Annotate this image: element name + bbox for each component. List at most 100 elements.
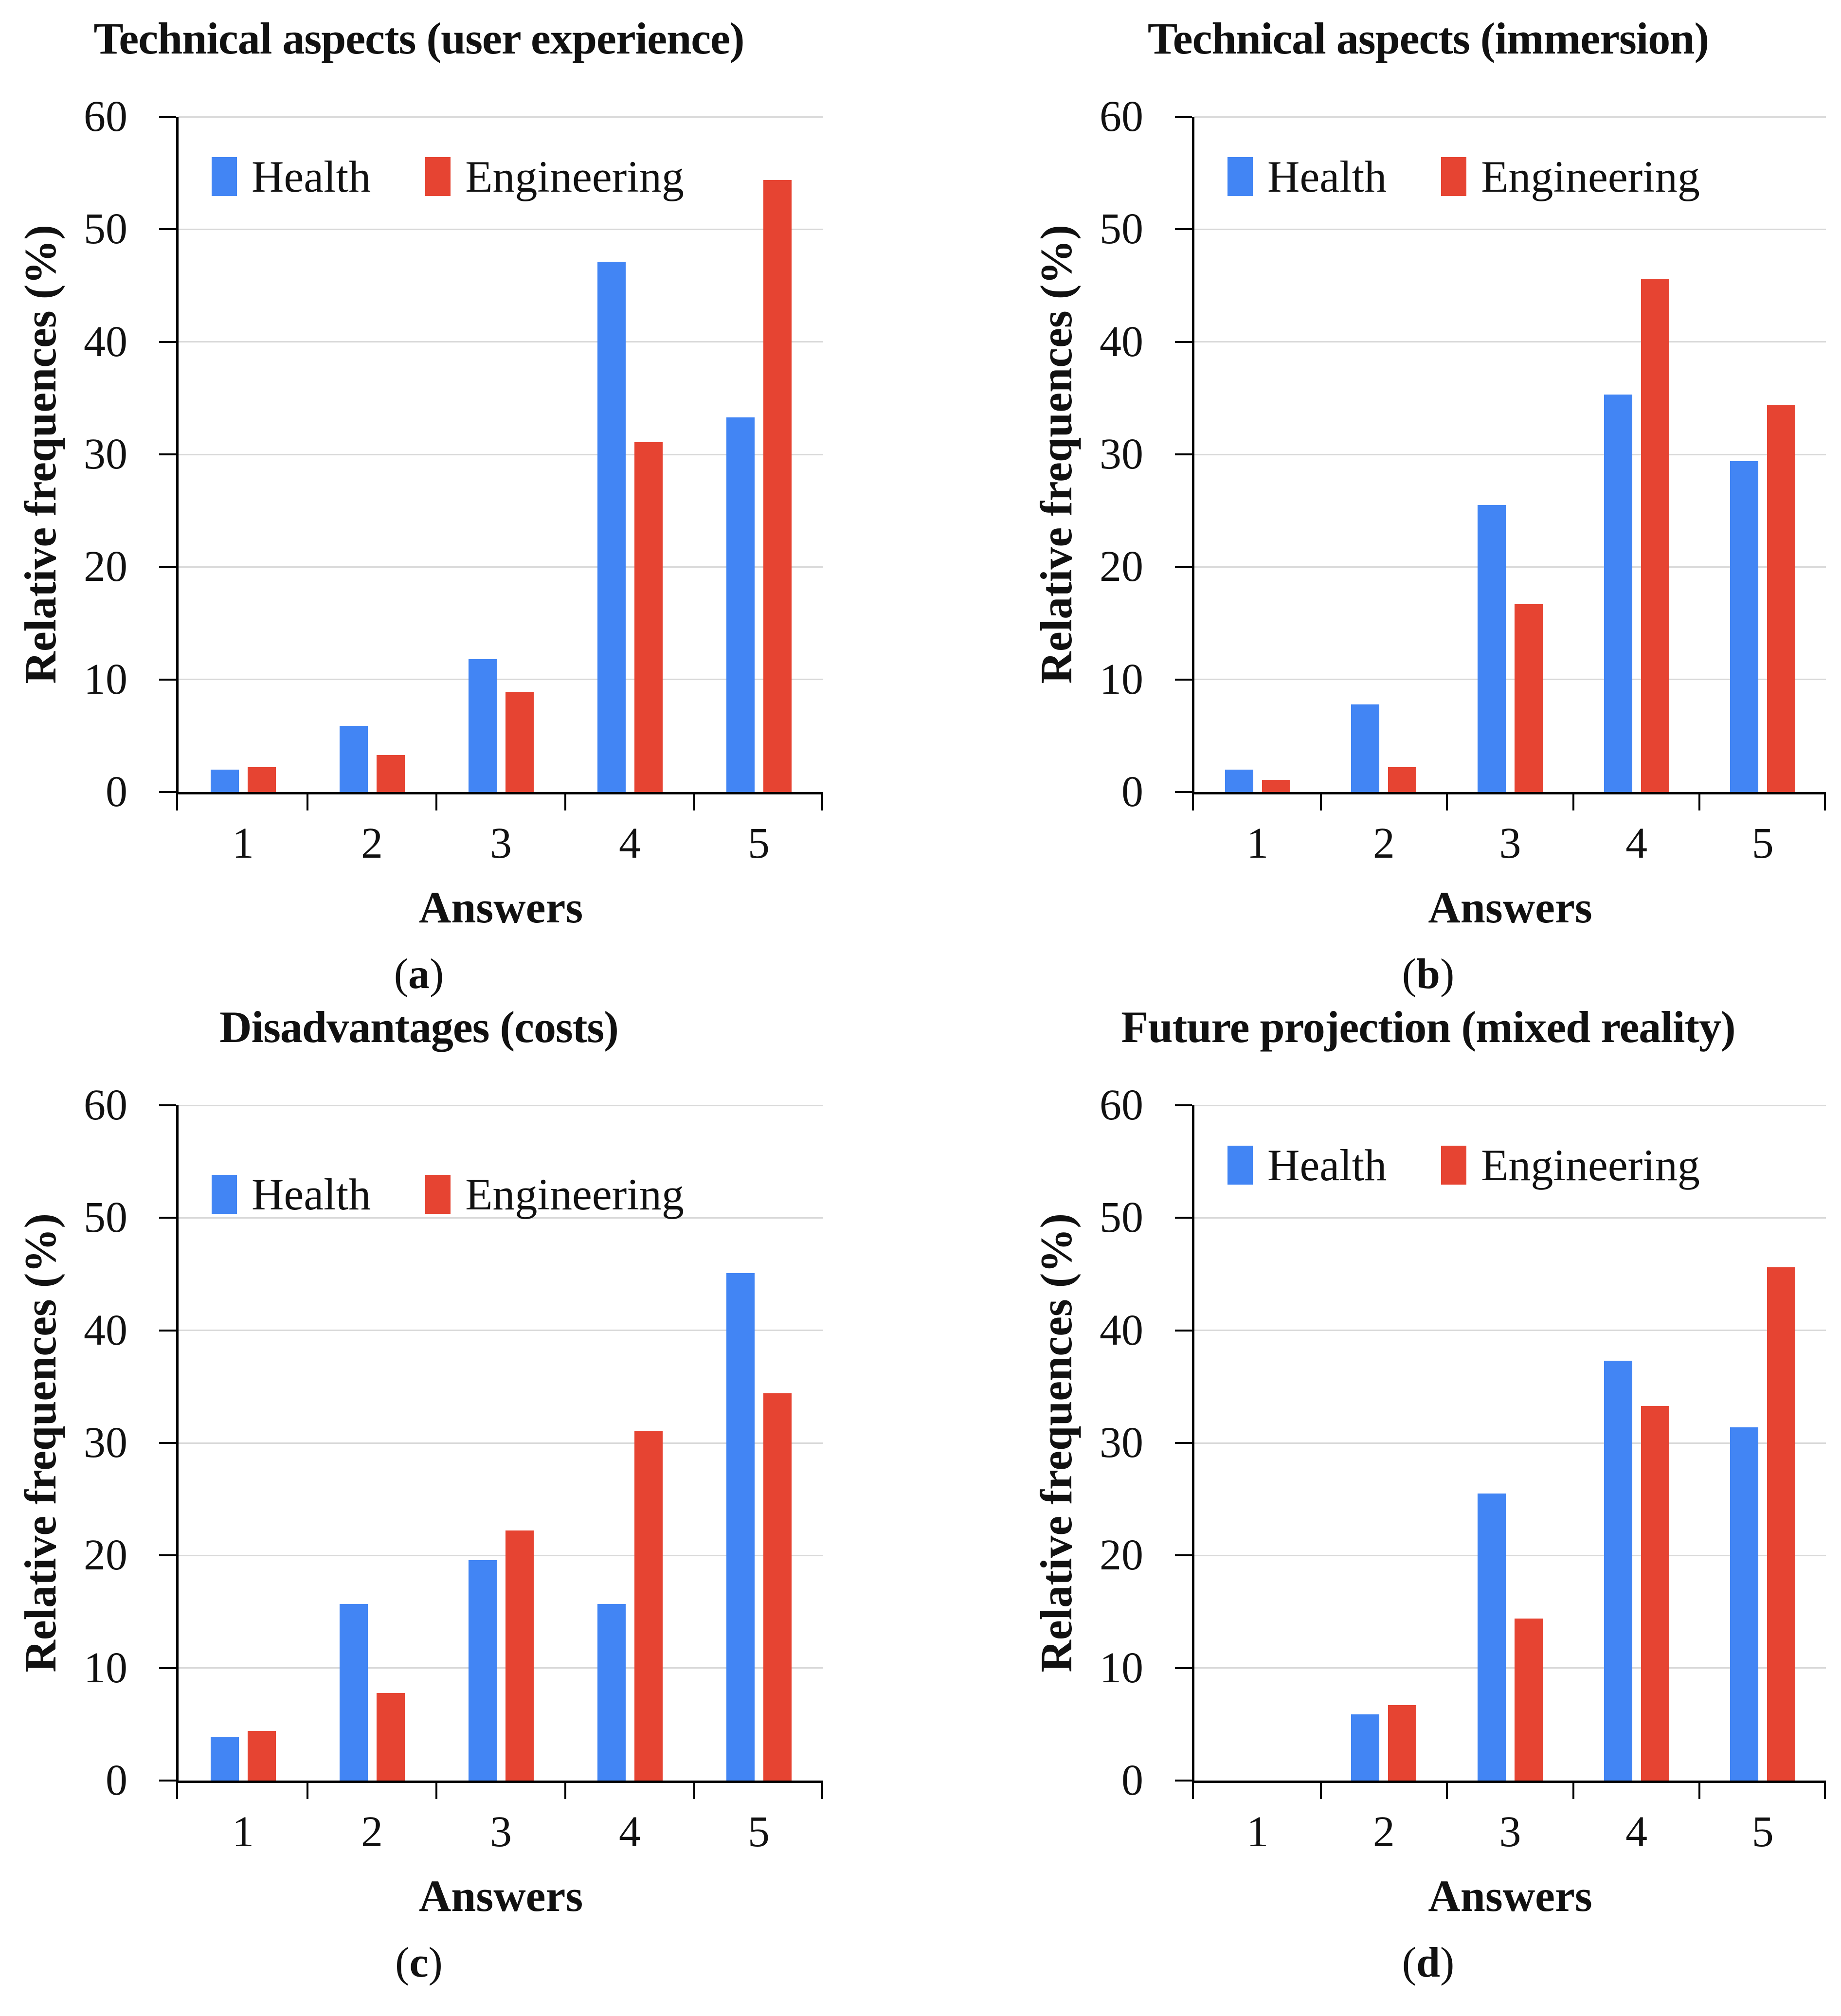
x-tick-label: 5 bbox=[1751, 1808, 1774, 1856]
y-tick-label: 10 bbox=[1100, 655, 1143, 703]
bar-engineering-4 bbox=[1641, 1405, 1669, 1781]
y-tick-label: 20 bbox=[1100, 542, 1143, 591]
chart-panel-a: Technical aspects (user experience) Rela… bbox=[0, 0, 825, 1008]
bar-health-1 bbox=[210, 1736, 239, 1781]
bar-engineering-3 bbox=[505, 1530, 534, 1781]
chart-panel-c: Disadvantages (costs) Relative frequence… bbox=[0, 989, 825, 1997]
bar-health-2 bbox=[339, 1603, 368, 1781]
x-tick-label: 5 bbox=[748, 819, 770, 867]
y-tick-mark bbox=[159, 1554, 176, 1557]
x-axis-title: Answers bbox=[1428, 882, 1592, 932]
x-axis-title: Answers bbox=[418, 882, 583, 932]
y-tick-mark bbox=[1175, 1554, 1192, 1557]
y-tick-mark bbox=[1175, 678, 1192, 681]
legend: Health Engineering bbox=[212, 151, 684, 202]
x-tick-label: 4 bbox=[1625, 1808, 1648, 1856]
bar-health-3 bbox=[468, 659, 497, 792]
bar-health-4 bbox=[1604, 395, 1632, 792]
y-tick-mark bbox=[159, 228, 176, 231]
legend-label: Health bbox=[252, 1170, 371, 1219]
bar-health-2 bbox=[1351, 704, 1380, 792]
y-tick-label: 30 bbox=[84, 430, 127, 478]
chart-title: Future projection (mixed reality) bbox=[1121, 1002, 1735, 1052]
gridline-40 bbox=[1194, 341, 1826, 343]
bar-engineering-4 bbox=[634, 442, 663, 792]
bar-health-5 bbox=[726, 417, 755, 792]
legend-label: Engineering bbox=[465, 152, 684, 201]
legend-label: Health bbox=[1267, 152, 1387, 201]
gridline-40 bbox=[1194, 1330, 1826, 1332]
y-tick-label: 20 bbox=[84, 542, 127, 591]
y-tick-mark bbox=[159, 678, 176, 681]
x-tick-mark bbox=[1824, 794, 1826, 810]
legend: Health Engineering bbox=[1227, 1139, 1700, 1191]
y-tick-mark bbox=[1175, 341, 1192, 343]
y-tick-mark bbox=[159, 1667, 176, 1669]
bar-engineering-2 bbox=[376, 755, 405, 792]
y-tick-mark bbox=[1175, 566, 1192, 568]
x-tick-mark bbox=[307, 1783, 308, 1799]
x-tick-label: 2 bbox=[1372, 1808, 1395, 1856]
x-tick-label: 4 bbox=[619, 1808, 641, 1856]
y-tick-mark bbox=[159, 791, 176, 793]
legend-item-health: Health bbox=[212, 1169, 371, 1220]
x-tick-mark bbox=[1824, 1783, 1826, 1799]
gridline-30 bbox=[179, 1442, 823, 1444]
legend-swatch-engineering bbox=[1441, 1146, 1467, 1185]
x-tick-label: 2 bbox=[361, 1808, 383, 1856]
chart-title: Disadvantages (costs) bbox=[219, 1002, 619, 1052]
x-tick-mark bbox=[1319, 1783, 1322, 1799]
legend-item-engineering: Engineering bbox=[1441, 1139, 1700, 1191]
x-tick-mark bbox=[176, 794, 178, 810]
x-tick-mark bbox=[693, 794, 695, 810]
x-tick-mark bbox=[1572, 1783, 1574, 1799]
legend-swatch-engineering bbox=[425, 1175, 451, 1214]
legend-label: Health bbox=[252, 152, 371, 201]
y-tick-label: 20 bbox=[84, 1531, 127, 1580]
legend: Health Engineering bbox=[212, 1169, 684, 1220]
x-tick-mark bbox=[821, 1783, 823, 1799]
x-tick-label: 2 bbox=[361, 819, 383, 867]
x-axis-title: Answers bbox=[1428, 1871, 1592, 1921]
y-tick-label: 10 bbox=[1100, 1643, 1143, 1692]
x-tick-label: 1 bbox=[1246, 819, 1269, 867]
figure-caption: (a) bbox=[394, 951, 444, 998]
x-tick-label: 5 bbox=[748, 1808, 770, 1856]
bar-engineering-3 bbox=[1515, 604, 1543, 792]
chart-panel-b: Technical aspects (immersion) Relative f… bbox=[1016, 0, 1841, 1008]
bar-engineering-3 bbox=[505, 692, 534, 792]
plot-area: Health Engineering bbox=[1192, 1104, 1826, 1783]
y-tick-mark bbox=[1175, 1104, 1192, 1106]
x-tick-mark bbox=[176, 1783, 178, 1799]
x-tick-mark bbox=[564, 794, 566, 810]
y-tick-label: 60 bbox=[1100, 92, 1143, 141]
bar-engineering-5 bbox=[1767, 405, 1796, 792]
x-tick-label: 3 bbox=[490, 819, 512, 867]
y-tick-mark bbox=[159, 1780, 176, 1782]
y-tick-mark bbox=[1175, 1442, 1192, 1444]
chart-panel-d: Future projection (mixed reality) Relati… bbox=[1016, 989, 1841, 1997]
bar-engineering-3 bbox=[1515, 1618, 1543, 1781]
y-tick-label: 30 bbox=[1100, 1419, 1143, 1467]
y-tick-label: 20 bbox=[1100, 1531, 1143, 1580]
x-tick-mark bbox=[1698, 1783, 1701, 1799]
y-tick-mark bbox=[159, 341, 176, 343]
gridline-50 bbox=[179, 1217, 823, 1219]
gridline-30 bbox=[179, 453, 823, 455]
y-tick-label: 0 bbox=[106, 1756, 127, 1804]
gridline-60 bbox=[179, 116, 823, 118]
y-tick-label: 40 bbox=[1100, 1306, 1143, 1354]
y-tick-mark bbox=[159, 566, 176, 568]
x-tick-mark bbox=[435, 794, 437, 810]
bar-health-5 bbox=[1730, 1427, 1759, 1781]
chart-title: Technical aspects (immersion) bbox=[1147, 14, 1709, 63]
x-tick-label: 3 bbox=[1499, 819, 1521, 867]
legend-swatch-engineering bbox=[425, 157, 451, 196]
bar-health-2 bbox=[339, 725, 368, 792]
legend-swatch-health bbox=[1227, 157, 1253, 196]
bar-engineering-2 bbox=[1388, 1705, 1417, 1781]
bar-health-3 bbox=[1478, 1494, 1506, 1781]
y-tick-label: 50 bbox=[1100, 1193, 1143, 1242]
gridline-30 bbox=[1194, 453, 1826, 455]
x-tick-mark bbox=[1698, 794, 1701, 810]
